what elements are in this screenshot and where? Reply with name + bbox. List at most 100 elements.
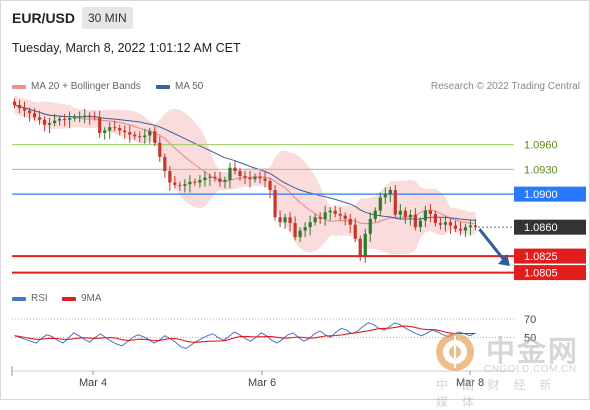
candle [368,212,372,243]
candle [458,222,463,236]
candle [273,185,277,221]
candle [42,116,47,132]
candle-body [378,197,382,211]
candle [93,111,97,121]
candle-body [443,222,448,225]
candle [303,222,307,238]
candle-body [468,225,473,228]
rsi-line [14,322,476,350]
candle-body [268,180,272,190]
ma20-swatch [12,85,26,89]
rsi-label: RSI [31,293,48,304]
candle [183,179,187,193]
candle [223,176,227,189]
candle [73,114,77,122]
candle-body [433,213,438,224]
candle-body [218,178,222,182]
candle [293,216,297,241]
candle [52,114,57,127]
candle-body [22,108,27,111]
candle-body [398,210,402,215]
candle-body [83,115,87,117]
candle-body [143,135,147,138]
candle [213,171,217,182]
candle [203,171,207,187]
candle [243,171,247,185]
candle [198,175,202,188]
candle [283,213,287,229]
candle [88,112,92,125]
candle [378,192,382,216]
candle [433,210,438,227]
candle [468,220,473,236]
candle [128,125,132,143]
candle-body [408,214,412,218]
candle [22,101,27,118]
timeframe-badge[interactable]: 30 MIN [82,7,133,29]
candle [338,207,342,221]
ma50-label: MA 50 [175,81,204,92]
candle [413,208,417,231]
candle [178,181,182,191]
candle [398,204,402,220]
candle-body [118,128,122,131]
rsi-ref-label: 70 [524,314,536,326]
candle-body [12,101,17,105]
candle [158,136,162,162]
candle-body [148,131,152,136]
candle [133,131,137,140]
candle-body [253,176,257,180]
candle-body [348,218,352,225]
ma20-label: MA 20 + Bollinger Bands [31,81,141,92]
candle-body [373,210,377,219]
candle-body [263,178,267,181]
candle [228,162,232,189]
candle-body [128,132,132,135]
candle [313,213,317,226]
candle [138,131,142,143]
candle [173,175,177,189]
ma9-label: 9MA [81,293,102,304]
candle-body [453,225,458,229]
candle-body [203,177,207,181]
cngold-logo-icon [436,333,474,371]
candle-body [343,215,347,219]
watermark-sub: 中 国 财 经 新 媒 体 [436,378,557,409]
candle-body [27,110,32,114]
candle-body [458,228,463,231]
candle-body [298,230,302,238]
candle-body [47,123,52,125]
candle-body [363,233,367,257]
candle-body [208,176,212,178]
candle-body [158,142,162,157]
candle-body [88,115,92,117]
candle [423,205,427,228]
candle-body [213,176,217,179]
candle-body [353,224,357,239]
candle-body [333,210,337,214]
candle [403,207,407,224]
candle [113,120,117,132]
candle-body [63,118,67,120]
candle [463,223,468,238]
chart-datetime: Tuesday, March 8, 2022 1:01:12 AM CET [12,41,241,55]
candle-body [168,171,172,183]
candle-body [308,222,312,228]
candle [383,187,387,205]
candle-body [423,210,427,221]
candle [348,213,352,233]
watermark-cn: 中金网 [486,334,580,368]
candle-body [358,238,362,257]
rsi-ma9-line [14,325,476,343]
candle [168,166,172,191]
candle-body [413,214,417,228]
candle-body [173,182,177,186]
candle-body [103,130,107,133]
level-label: 1.0825 [524,251,558,263]
candle-body [328,210,332,213]
x-tick-label: Mar 6 [248,377,276,389]
candle [278,210,282,228]
ma50-swatch [156,85,170,89]
forecast-arrow [478,228,506,261]
candle-body [133,134,137,137]
